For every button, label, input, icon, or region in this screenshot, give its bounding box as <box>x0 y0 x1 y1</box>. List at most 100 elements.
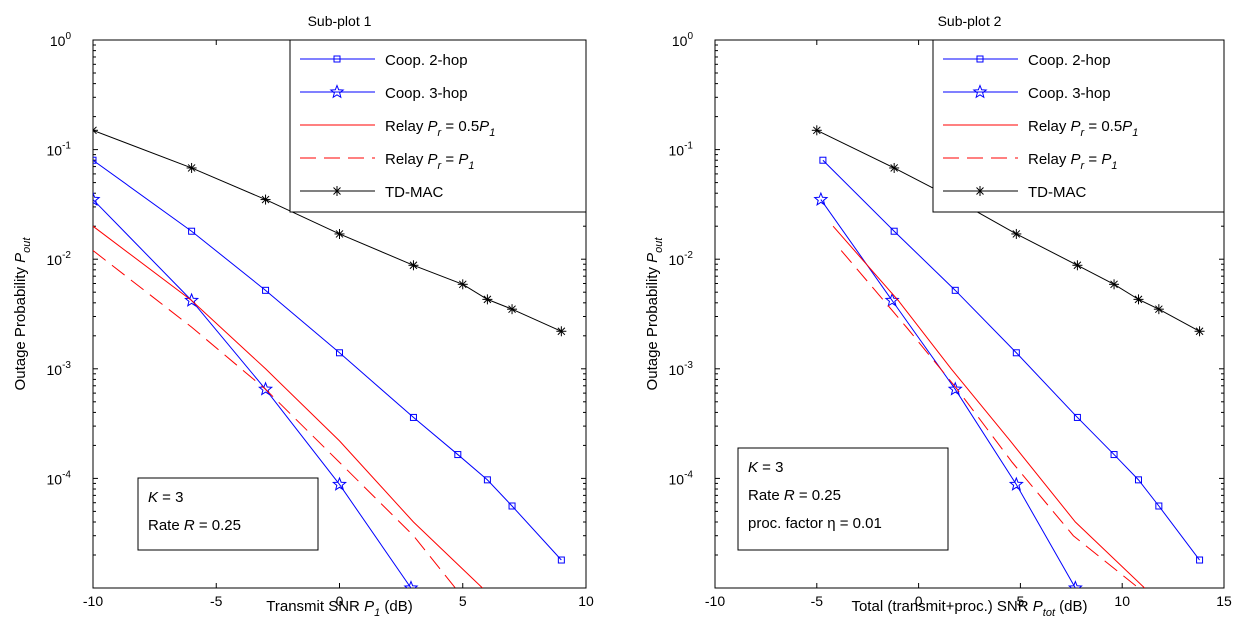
y-tick-label: 10-1 <box>47 141 72 159</box>
y-tick-label: 100 <box>50 31 72 49</box>
data-point-square <box>454 451 462 459</box>
legend-label: Relay Pr = 0.5P1 <box>1028 118 1138 139</box>
x-tick-label: 5 <box>459 593 467 609</box>
data-point-star <box>813 191 829 206</box>
series-line <box>93 159 562 561</box>
y-tick-label: 10-2 <box>47 250 72 268</box>
y-tick-label: 10-1 <box>669 141 694 159</box>
x-tick-label: 5 <box>1017 593 1025 609</box>
legend: Coop. 2-hop Coop. 3-hop Relay Pr = 0.5P1 Re… <box>289 39 587 213</box>
annotation: K = 3 Rate R = 0.25 <box>137 477 319 551</box>
chart-title: Sub-plot 1 <box>308 13 372 29</box>
data-point-square <box>1155 502 1163 510</box>
x-axis-label: Total (transmit+proc.) SNR Ptot (dB) <box>851 598 1087 619</box>
y-tick-label: 10-3 <box>669 360 694 378</box>
x-axis-label: Transmit SNR P1 (dB) <box>266 598 412 619</box>
x-tick-label: -5 <box>210 593 223 609</box>
series-line <box>93 225 483 588</box>
legend-label: TD-MAC <box>1028 184 1086 201</box>
annotation-line: Rate R = 0.25 <box>748 487 841 504</box>
data-point-star <box>184 292 200 307</box>
x-tick-label: 0 <box>336 593 344 609</box>
data-point-star <box>329 84 345 99</box>
data-point-square <box>409 413 417 421</box>
data-point-asterisk <box>1133 294 1144 305</box>
data-point-square <box>1012 349 1020 357</box>
series-4 <box>840 250 1139 588</box>
data-point-asterisk <box>1109 279 1120 290</box>
x-tick-label: -10 <box>83 593 103 609</box>
data-point-asterisk <box>556 326 567 337</box>
annotation-line: K = 3 <box>748 459 783 476</box>
data-point-asterisk <box>1153 304 1164 315</box>
data-point-star <box>332 476 347 491</box>
y-tick-label: 10-4 <box>669 469 694 487</box>
data-point-star <box>972 84 988 99</box>
legend-label: Coop. 2-hop <box>385 52 468 69</box>
data-point-square <box>1196 556 1204 564</box>
data-point-square <box>1073 413 1081 421</box>
series-line <box>822 159 1200 561</box>
series-1 <box>93 156 565 564</box>
data-point-square <box>951 286 959 294</box>
data-point-square <box>262 286 270 294</box>
x-tick-label: 15 <box>1216 593 1232 609</box>
data-point-asterisk <box>482 294 493 305</box>
data-point-asterisk <box>408 260 419 271</box>
series-5 <box>93 125 567 337</box>
data-point-square <box>1110 451 1118 459</box>
annotation-box <box>737 447 949 551</box>
data-point-star <box>93 191 101 206</box>
legend-label: Relay Pr = P1 <box>1028 151 1117 172</box>
legend-label: Relay Pr = 0.5P1 <box>385 118 495 139</box>
x-tick-label: 0 <box>915 593 923 609</box>
x-tick-label: -5 <box>811 593 824 609</box>
data-point-asterisk <box>186 162 197 173</box>
legend-label: Coop. 3-hop <box>1028 85 1111 102</box>
data-point-square <box>188 227 196 235</box>
x-tick-label: 10 <box>578 593 594 609</box>
data-point-asterisk <box>332 186 342 196</box>
data-point-star <box>258 381 274 396</box>
data-point-square <box>508 502 516 510</box>
data-point-star <box>403 580 419 588</box>
data-point-square <box>819 156 827 164</box>
data-point-square <box>93 156 97 164</box>
x-tick-label: -10 <box>705 593 725 609</box>
data-point-square <box>336 349 343 357</box>
legend-label: Coop. 3-hop <box>385 85 468 102</box>
data-point-asterisk <box>260 194 271 205</box>
data-point-square <box>333 55 341 63</box>
y-axis-label: Outage Probability Pout <box>644 237 665 391</box>
data-point-asterisk <box>1011 228 1022 239</box>
data-point-asterisk <box>889 162 900 173</box>
data-point-star <box>1067 580 1083 588</box>
y-tick-label: 10-3 <box>47 360 72 378</box>
data-point-asterisk <box>1072 260 1083 271</box>
y-axis-label: Outage Probability Pout <box>12 237 33 391</box>
series-line <box>93 250 456 588</box>
annotation-line: proc. factor η = 0.01 <box>748 515 882 532</box>
data-point-square <box>483 476 491 484</box>
legend-box <box>932 39 1225 213</box>
series-4 <box>93 250 456 588</box>
chart-title: Sub-plot 2 <box>938 13 1002 29</box>
y-tick-label: 100 <box>672 31 694 49</box>
data-point-square <box>557 556 565 564</box>
series-1 <box>819 156 1204 564</box>
series-3 <box>93 225 483 588</box>
series-3 <box>832 225 1145 588</box>
annotation-line: Rate R = 0.25 <box>148 517 241 534</box>
series-line <box>832 225 1145 588</box>
data-point-star <box>1008 476 1024 491</box>
annotation-line: K = 3 <box>148 489 183 506</box>
data-point-asterisk <box>457 279 468 290</box>
subplot-2: Sub-plot 2 -10 -5 0 5 10 15 10-4 10-3 10-2 10-1 100… <box>644 13 1232 619</box>
data-point-asterisk <box>975 186 985 196</box>
data-point-square <box>1134 476 1142 484</box>
data-point-asterisk <box>93 125 98 136</box>
subplot-1: Sub-plot 1 -10 -5 0 5 10 10-4 10-3 10-2 10-1 100 Tr… <box>12 13 594 619</box>
series-line <box>840 250 1139 588</box>
data-point-square <box>890 227 898 235</box>
